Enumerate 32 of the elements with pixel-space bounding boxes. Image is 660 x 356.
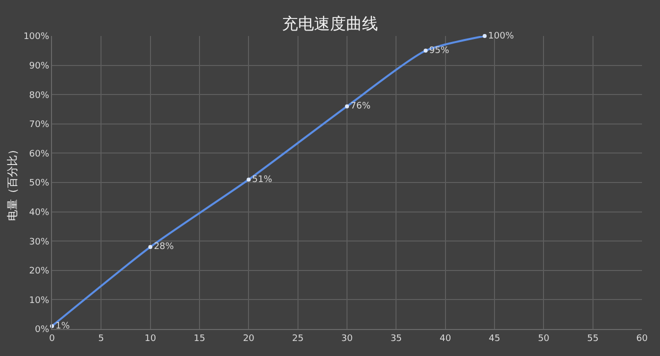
x-tick-label: 35 bbox=[390, 334, 402, 344]
y-tick-label: 80% bbox=[29, 90, 50, 101]
y-tick-label: 10% bbox=[29, 296, 50, 306]
x-tick-label: 45 bbox=[488, 334, 500, 344]
y-tick-label: 60% bbox=[29, 149, 50, 160]
data-label: 100% bbox=[488, 31, 514, 42]
x-tick-label: 40 bbox=[440, 334, 452, 344]
x-tick-label: 5 bbox=[98, 334, 104, 344]
x-tick-label: 20 bbox=[242, 334, 255, 344]
x-tick-label: 60 bbox=[636, 334, 648, 344]
data-label: 76% bbox=[350, 102, 371, 112]
y-tick-label: 40% bbox=[29, 208, 50, 218]
data-label: 28% bbox=[154, 242, 174, 252]
y-tick-label: 50% bbox=[29, 178, 50, 189]
y-tick-label: 100% bbox=[23, 32, 50, 42]
y-tick-label: 0% bbox=[34, 325, 50, 336]
chart-title: 充电速度曲线 bbox=[282, 14, 378, 33]
data-label: 51% bbox=[252, 174, 273, 185]
data-label: 95% bbox=[429, 46, 450, 56]
x-tick-label: 10 bbox=[144, 334, 156, 344]
y-tick-label: 20% bbox=[29, 266, 50, 277]
x-tick-label: 50 bbox=[538, 334, 550, 344]
x-tick-label: 55 bbox=[587, 334, 599, 344]
x-tick-label: 15 bbox=[194, 334, 206, 344]
data-label: 1% bbox=[56, 321, 70, 332]
x-tick-label: 30 bbox=[341, 334, 353, 344]
x-tick-label: 0 bbox=[49, 334, 56, 344]
y-tick-label: 30% bbox=[29, 237, 50, 248]
y-tick-label: 90% bbox=[29, 61, 50, 72]
x-tick-label: 25 bbox=[292, 334, 304, 344]
y-axis-title: 电量（百分比） bbox=[6, 144, 20, 221]
y-tick-label: 70% bbox=[29, 120, 50, 130]
